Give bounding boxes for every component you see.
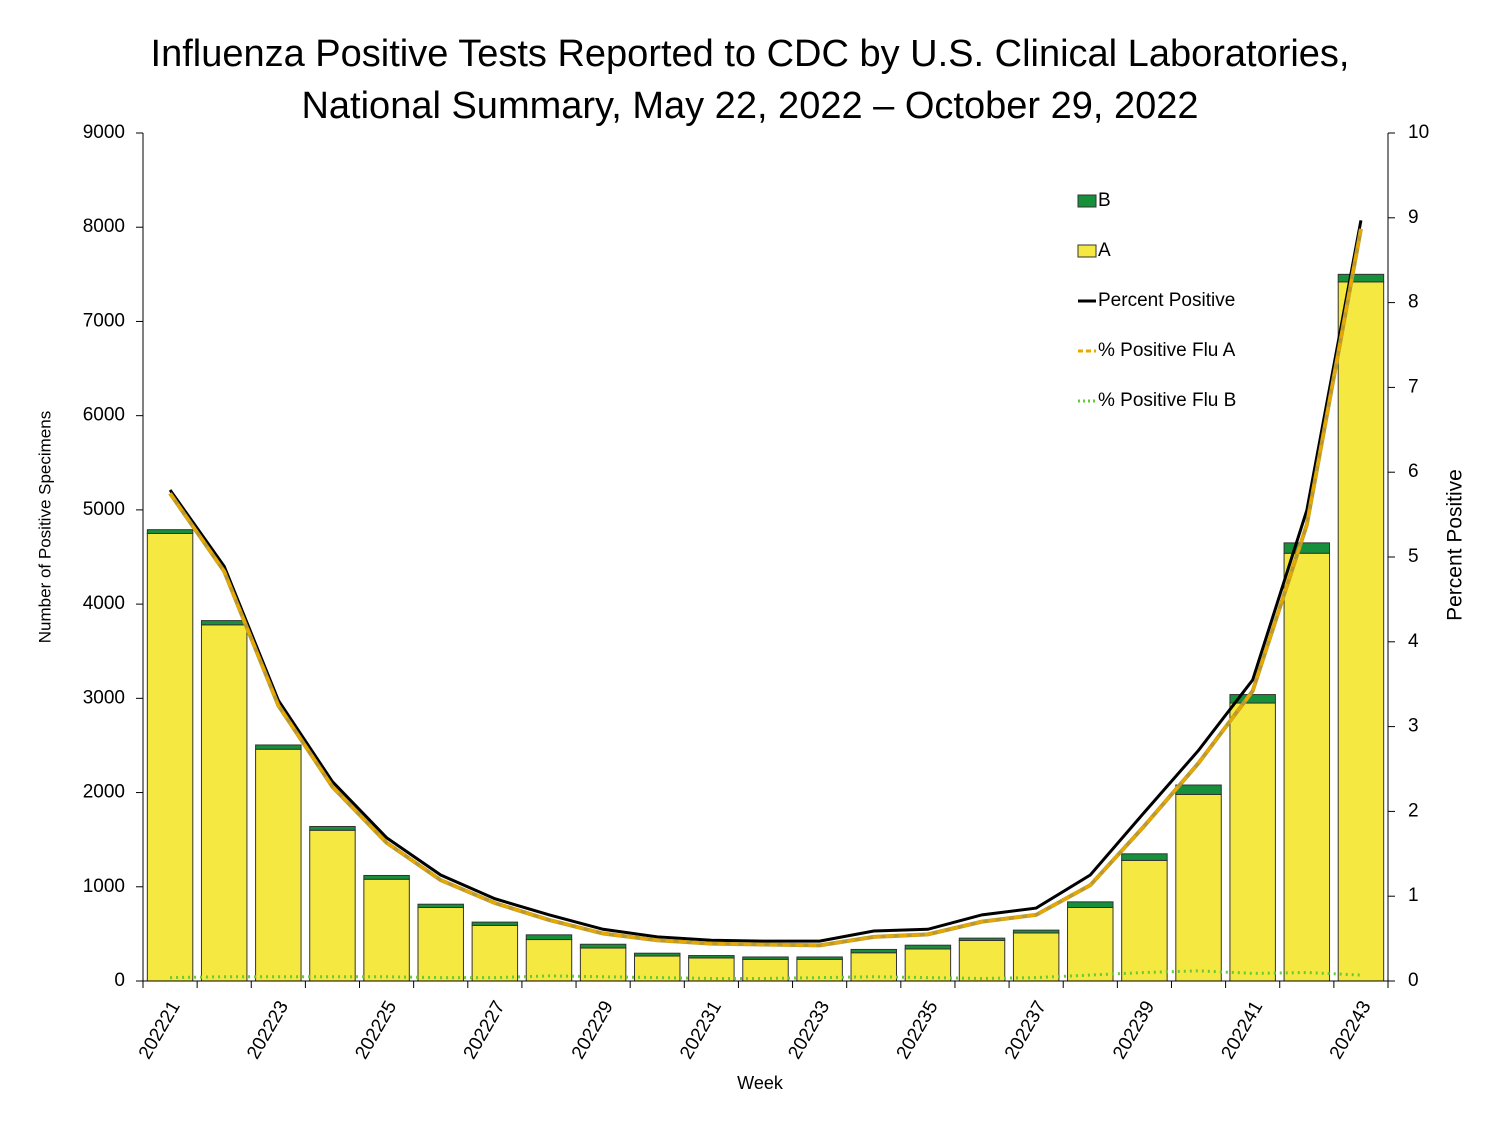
bar: [200, 620, 248, 626]
bar: [417, 907, 464, 982]
bar: [1175, 793, 1222, 982]
bar: [255, 748, 302, 982]
line: [168, 220, 1363, 943]
bar: [634, 952, 681, 957]
bar: [1012, 932, 1060, 982]
x-tick-label: 202229: [568, 998, 618, 1063]
legend-label: % Positive Flu B: [1098, 390, 1236, 411]
y2-tick-label: 2: [1408, 800, 1419, 821]
y-tick-label: 8000: [83, 216, 125, 237]
y2-tick-label: 9: [1408, 207, 1419, 228]
bar: [1121, 853, 1168, 861]
bar: [471, 924, 519, 982]
bar: [255, 744, 302, 750]
bar: [1337, 281, 1385, 982]
bar: [146, 529, 194, 534]
bar: [471, 921, 519, 926]
y2-tick-label: 5: [1408, 546, 1419, 567]
y2-tick-label: 8: [1408, 292, 1419, 313]
y-tick-label: 1000: [83, 876, 125, 897]
y-tick-label: 6000: [83, 405, 125, 426]
bar: [146, 532, 194, 982]
y2-tick-label: 4: [1408, 631, 1419, 652]
bar: [742, 956, 789, 960]
bar: [525, 939, 573, 982]
x-tick-label: 202235: [893, 998, 943, 1063]
y-tick-label: 2000: [83, 782, 125, 803]
chart-title: Influenza Positive Tests Reported to CDC…: [151, 33, 1350, 75]
legend-label: A: [1098, 240, 1111, 261]
y-tick-label: 4000: [83, 593, 125, 614]
y-tick-label: 0: [114, 970, 125, 991]
bar: [1337, 273, 1385, 283]
bar: [688, 955, 735, 959]
bar: [796, 956, 843, 960]
y-axis-title: Number of Positive Specimens: [35, 411, 54, 643]
y2-tick-label: 10: [1408, 122, 1429, 143]
bar: [200, 624, 248, 982]
bar: [1067, 901, 1114, 909]
bar: [309, 825, 356, 831]
y-tick-label: 5000: [83, 499, 125, 520]
legend-label: B: [1098, 190, 1111, 211]
bar: [417, 903, 464, 909]
x-tick-label: 202221: [135, 998, 185, 1063]
bar: [904, 944, 952, 950]
bar: [363, 878, 410, 982]
bar: [1175, 784, 1222, 795]
y-tick-label: 3000: [83, 687, 125, 708]
bar: [579, 943, 627, 949]
bar: [850, 948, 897, 954]
legend-swatch: [1077, 244, 1097, 258]
y2-tick-label: 1: [1408, 885, 1419, 906]
line: [170, 969, 1362, 980]
bar: [958, 939, 1006, 982]
legend-label: % Positive Flu A: [1098, 340, 1236, 361]
y-tick-label: 9000: [83, 122, 125, 143]
y-tick-label: 7000: [83, 310, 125, 331]
x-tick-label: 202225: [351, 998, 401, 1063]
bar: [1283, 552, 1331, 982]
y2-tick-label: 3: [1408, 716, 1419, 737]
x-axis-title: Week: [737, 1073, 784, 1093]
bar: [1229, 702, 1276, 982]
line-underlay: [168, 228, 1363, 948]
x-tick-label: 202227: [460, 998, 510, 1063]
bar: [958, 937, 1006, 941]
bar: [309, 829, 356, 982]
x-tick-label: 202239: [1109, 998, 1159, 1063]
x-tick-label: 202237: [1001, 998, 1051, 1063]
x-tick-label: 202223: [243, 998, 293, 1063]
legend-swatch: [1077, 194, 1097, 208]
legend-label: Percent Positive: [1098, 290, 1235, 311]
y2-tick-label: 7: [1408, 376, 1419, 397]
bar: [1229, 694, 1276, 704]
bar: [525, 934, 573, 941]
y2-axis-title: Percent Positive: [1444, 469, 1467, 621]
bar: [1067, 907, 1114, 982]
bar: [1012, 929, 1060, 934]
x-tick-label: 202241: [1217, 998, 1267, 1063]
bar: [904, 948, 952, 982]
bar: [1121, 859, 1168, 982]
x-tick-label: 202233: [784, 998, 834, 1063]
x-tick-label: 202243: [1326, 998, 1376, 1063]
bar: [1283, 542, 1331, 554]
y2-tick-label: 6: [1408, 461, 1419, 482]
chart-title: National Summary, May 22, 2022 – October…: [301, 85, 1198, 127]
x-tick-label: 202231: [676, 998, 726, 1063]
bar: [363, 874, 410, 880]
y2-tick-label: 0: [1408, 970, 1419, 991]
